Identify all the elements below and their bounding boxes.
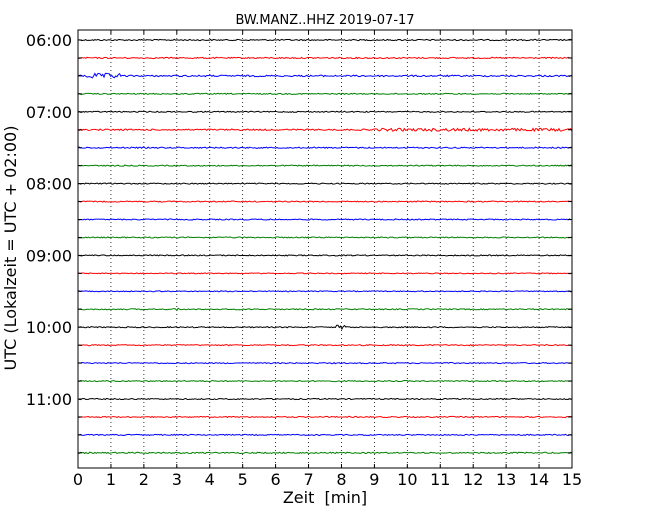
x-tick-label: 13	[496, 470, 516, 489]
trace-1000	[77, 324, 573, 331]
x-tick-label: 1	[106, 470, 116, 489]
trace-0700	[77, 110, 573, 113]
x-tick-label: 6	[271, 470, 281, 489]
x-axis-label: Zeit [min]	[283, 488, 367, 507]
chart-title: BW.MANZ..HHZ 2019-07-17	[235, 13, 414, 28]
x-tick-label: 7	[303, 470, 313, 489]
y-tick-label: 06:00	[26, 31, 72, 50]
trace-1145	[77, 451, 573, 455]
x-tick-label: 10	[397, 470, 417, 489]
x-tick-label: 15	[562, 470, 582, 489]
trace-1115	[77, 415, 573, 419]
trace-1030	[77, 361, 573, 365]
trace-0715	[77, 127, 573, 133]
trace-0930	[77, 290, 573, 293]
trace-0745	[77, 164, 573, 167]
x-tick-label: 0	[73, 470, 83, 489]
y-tick-label: 09:00	[26, 246, 72, 265]
x-tick-label: 14	[529, 470, 549, 489]
y-tick-label: 07:00	[26, 103, 72, 122]
x-tick-label: 11	[430, 470, 450, 489]
trace-0815	[77, 200, 573, 203]
trace-0615	[77, 56, 573, 60]
seismic-traces	[77, 38, 573, 455]
x-tick-label: 2	[139, 470, 149, 489]
trace-0830	[77, 218, 573, 221]
y-axis-label: UTC (Lokalzeit = UTC + 02:00)	[1, 126, 20, 371]
y-tick-label: 08:00	[26, 175, 72, 194]
trace-1100	[77, 397, 573, 401]
x-tick-label: 4	[205, 470, 215, 489]
x-tick-label: 12	[463, 470, 483, 489]
x-tick-label: 5	[238, 470, 248, 489]
axis-ticks: 0 1 2 3 4 5 6 7 8 9 10 11 12 13 14 1506:0007:0008:0009:…	[26, 30, 582, 489]
trace-0800	[77, 182, 573, 185]
y-tick-label: 10:00	[26, 318, 72, 337]
trace-0945	[77, 307, 573, 312]
trace-0845	[77, 236, 573, 239]
x-tick-label: 8	[336, 470, 346, 489]
trace-0600	[77, 38, 573, 42]
trace-1045	[77, 379, 573, 383]
trace-1130	[77, 433, 573, 437]
y-tick-label: 11:00	[26, 390, 72, 409]
grid-lines	[110, 30, 540, 468]
trace-0645	[77, 92, 573, 96]
x-tick-label: 9	[369, 470, 379, 489]
trace-1015	[77, 343, 573, 347]
x-tick-label: 3	[172, 470, 182, 489]
trace-0630	[77, 72, 573, 79]
trace-0730	[77, 146, 573, 149]
trace-0900	[77, 254, 572, 257]
trace-0915	[77, 272, 573, 275]
plot-frame	[77, 29, 573, 469]
